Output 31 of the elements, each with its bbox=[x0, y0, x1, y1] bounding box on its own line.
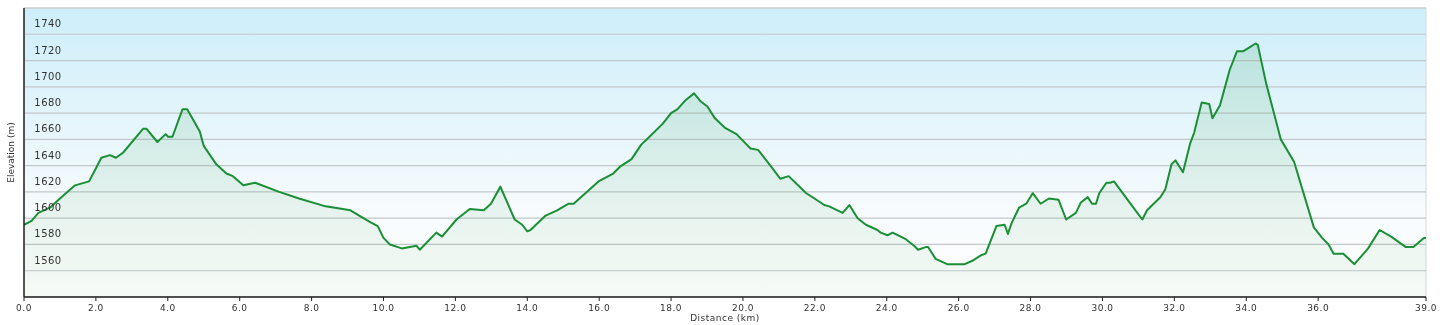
x-tick-label: 26.0 bbox=[947, 303, 970, 313]
x-tick-label: 24.0 bbox=[875, 303, 898, 313]
y-tick-label: 1620 bbox=[34, 175, 62, 187]
x-tick-label: 30.0 bbox=[1091, 303, 1114, 313]
x-tick-label: 18.0 bbox=[660, 303, 683, 313]
x-tick-label: 6.0 bbox=[231, 303, 248, 313]
x-tick-label: 22.0 bbox=[803, 303, 826, 313]
y-tick-label: 1580 bbox=[34, 228, 62, 240]
y-tick-label: 1680 bbox=[34, 97, 62, 109]
x-tick-label: 34.0 bbox=[1235, 303, 1258, 313]
x-tick-label: 28.0 bbox=[1019, 303, 1042, 313]
x-tick-label: 10.0 bbox=[372, 303, 395, 313]
x-tick-label: 14.0 bbox=[516, 303, 539, 313]
x-tick-label: 36.0 bbox=[1307, 303, 1330, 313]
y-tick-label: 1660 bbox=[34, 123, 62, 135]
x-tick-label: 12.0 bbox=[444, 303, 467, 313]
x-axis-title: Distance (km) bbox=[690, 313, 760, 323]
y-tick-label: 1700 bbox=[34, 70, 62, 82]
y-tick-label: 1560 bbox=[34, 254, 62, 266]
x-tick-label: 0.0 bbox=[16, 303, 32, 313]
y-axis-title: Elevation (m) bbox=[6, 122, 16, 183]
x-tick-label: 8.0 bbox=[303, 303, 320, 313]
x-tick-label: 4.0 bbox=[159, 303, 176, 313]
x-tick-label: 2.0 bbox=[87, 303, 104, 313]
x-tick-label: 20.0 bbox=[731, 303, 754, 313]
y-tick-label: 1640 bbox=[34, 149, 62, 161]
x-tick-label: 16.0 bbox=[588, 303, 611, 313]
y-tick-label: 1720 bbox=[34, 44, 62, 56]
y-tick-label: 1740 bbox=[34, 18, 62, 30]
x-tick-label: 39.0 bbox=[1414, 303, 1438, 313]
x-tick-label: 32.0 bbox=[1163, 303, 1186, 313]
